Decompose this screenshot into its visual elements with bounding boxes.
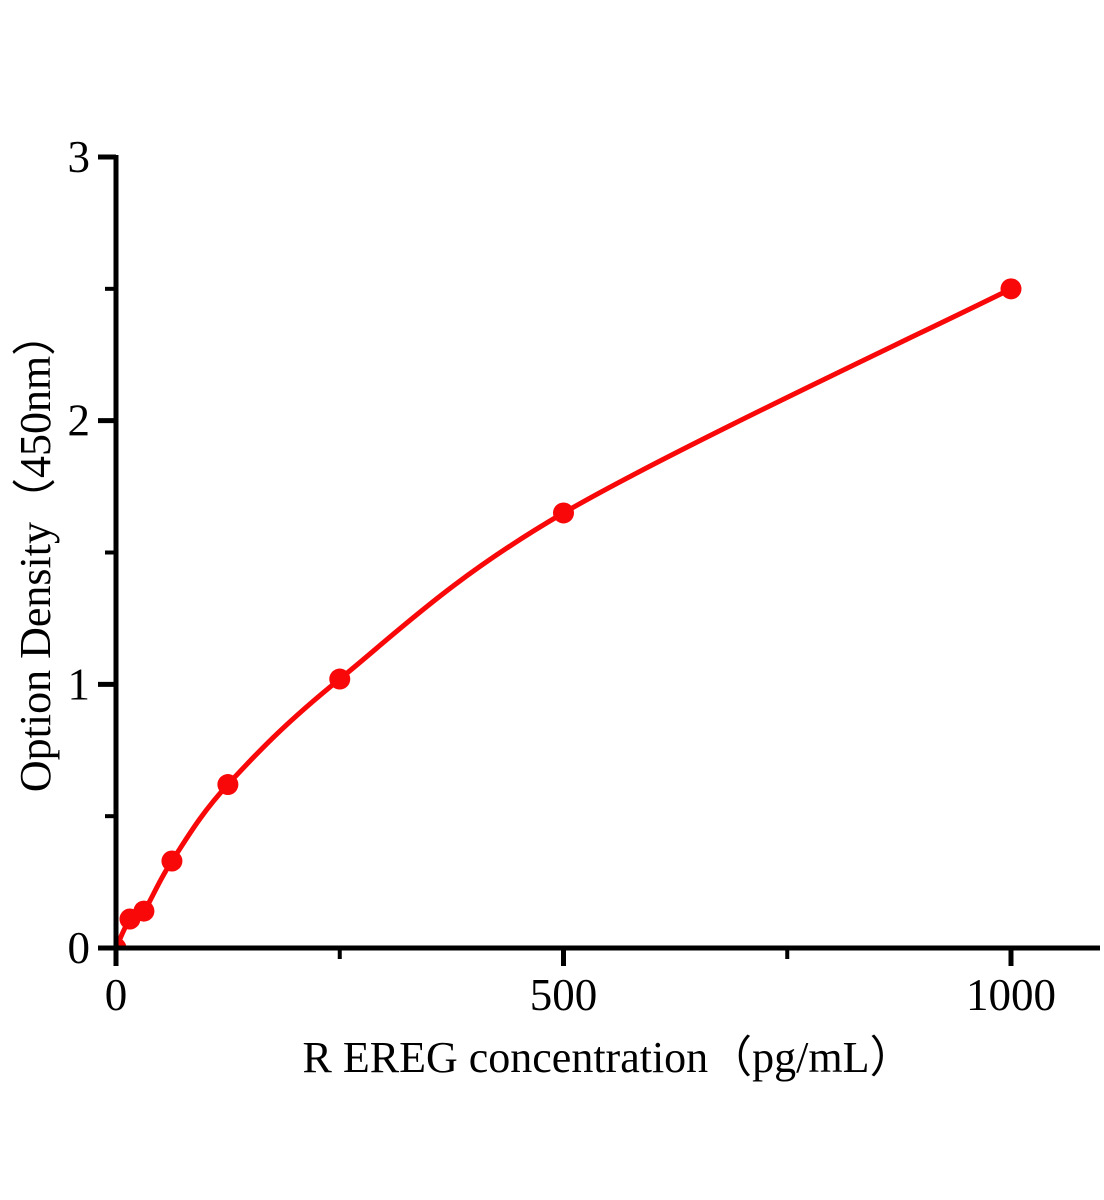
plot-area: 0 500 1000 0 1 2 3 [68, 132, 1100, 1020]
data-point-marker [329, 668, 351, 690]
x-tick-label: 1000 [966, 970, 1056, 1020]
y-axis-title: Option Density（450nm） [11, 312, 60, 792]
data-point-marker [217, 774, 239, 796]
y-tick-label: 3 [68, 132, 91, 182]
x-axis-title: R EREG concentration（pg/mL） [303, 1033, 914, 1082]
y-tick-label: 0 [68, 923, 91, 973]
data-point-marker [116, 937, 127, 948]
standard-curve-line [116, 286, 1013, 948]
data-point-marker [161, 850, 183, 872]
data-point-marker [1000, 278, 1022, 300]
x-tick-label: 0 [105, 970, 128, 1020]
data-point-marker [133, 900, 155, 922]
data-point-marker [553, 502, 574, 524]
x-tick-label: 500 [530, 970, 598, 1020]
y-tick-label: 1 [68, 659, 91, 709]
y-tick-label: 2 [68, 396, 91, 446]
